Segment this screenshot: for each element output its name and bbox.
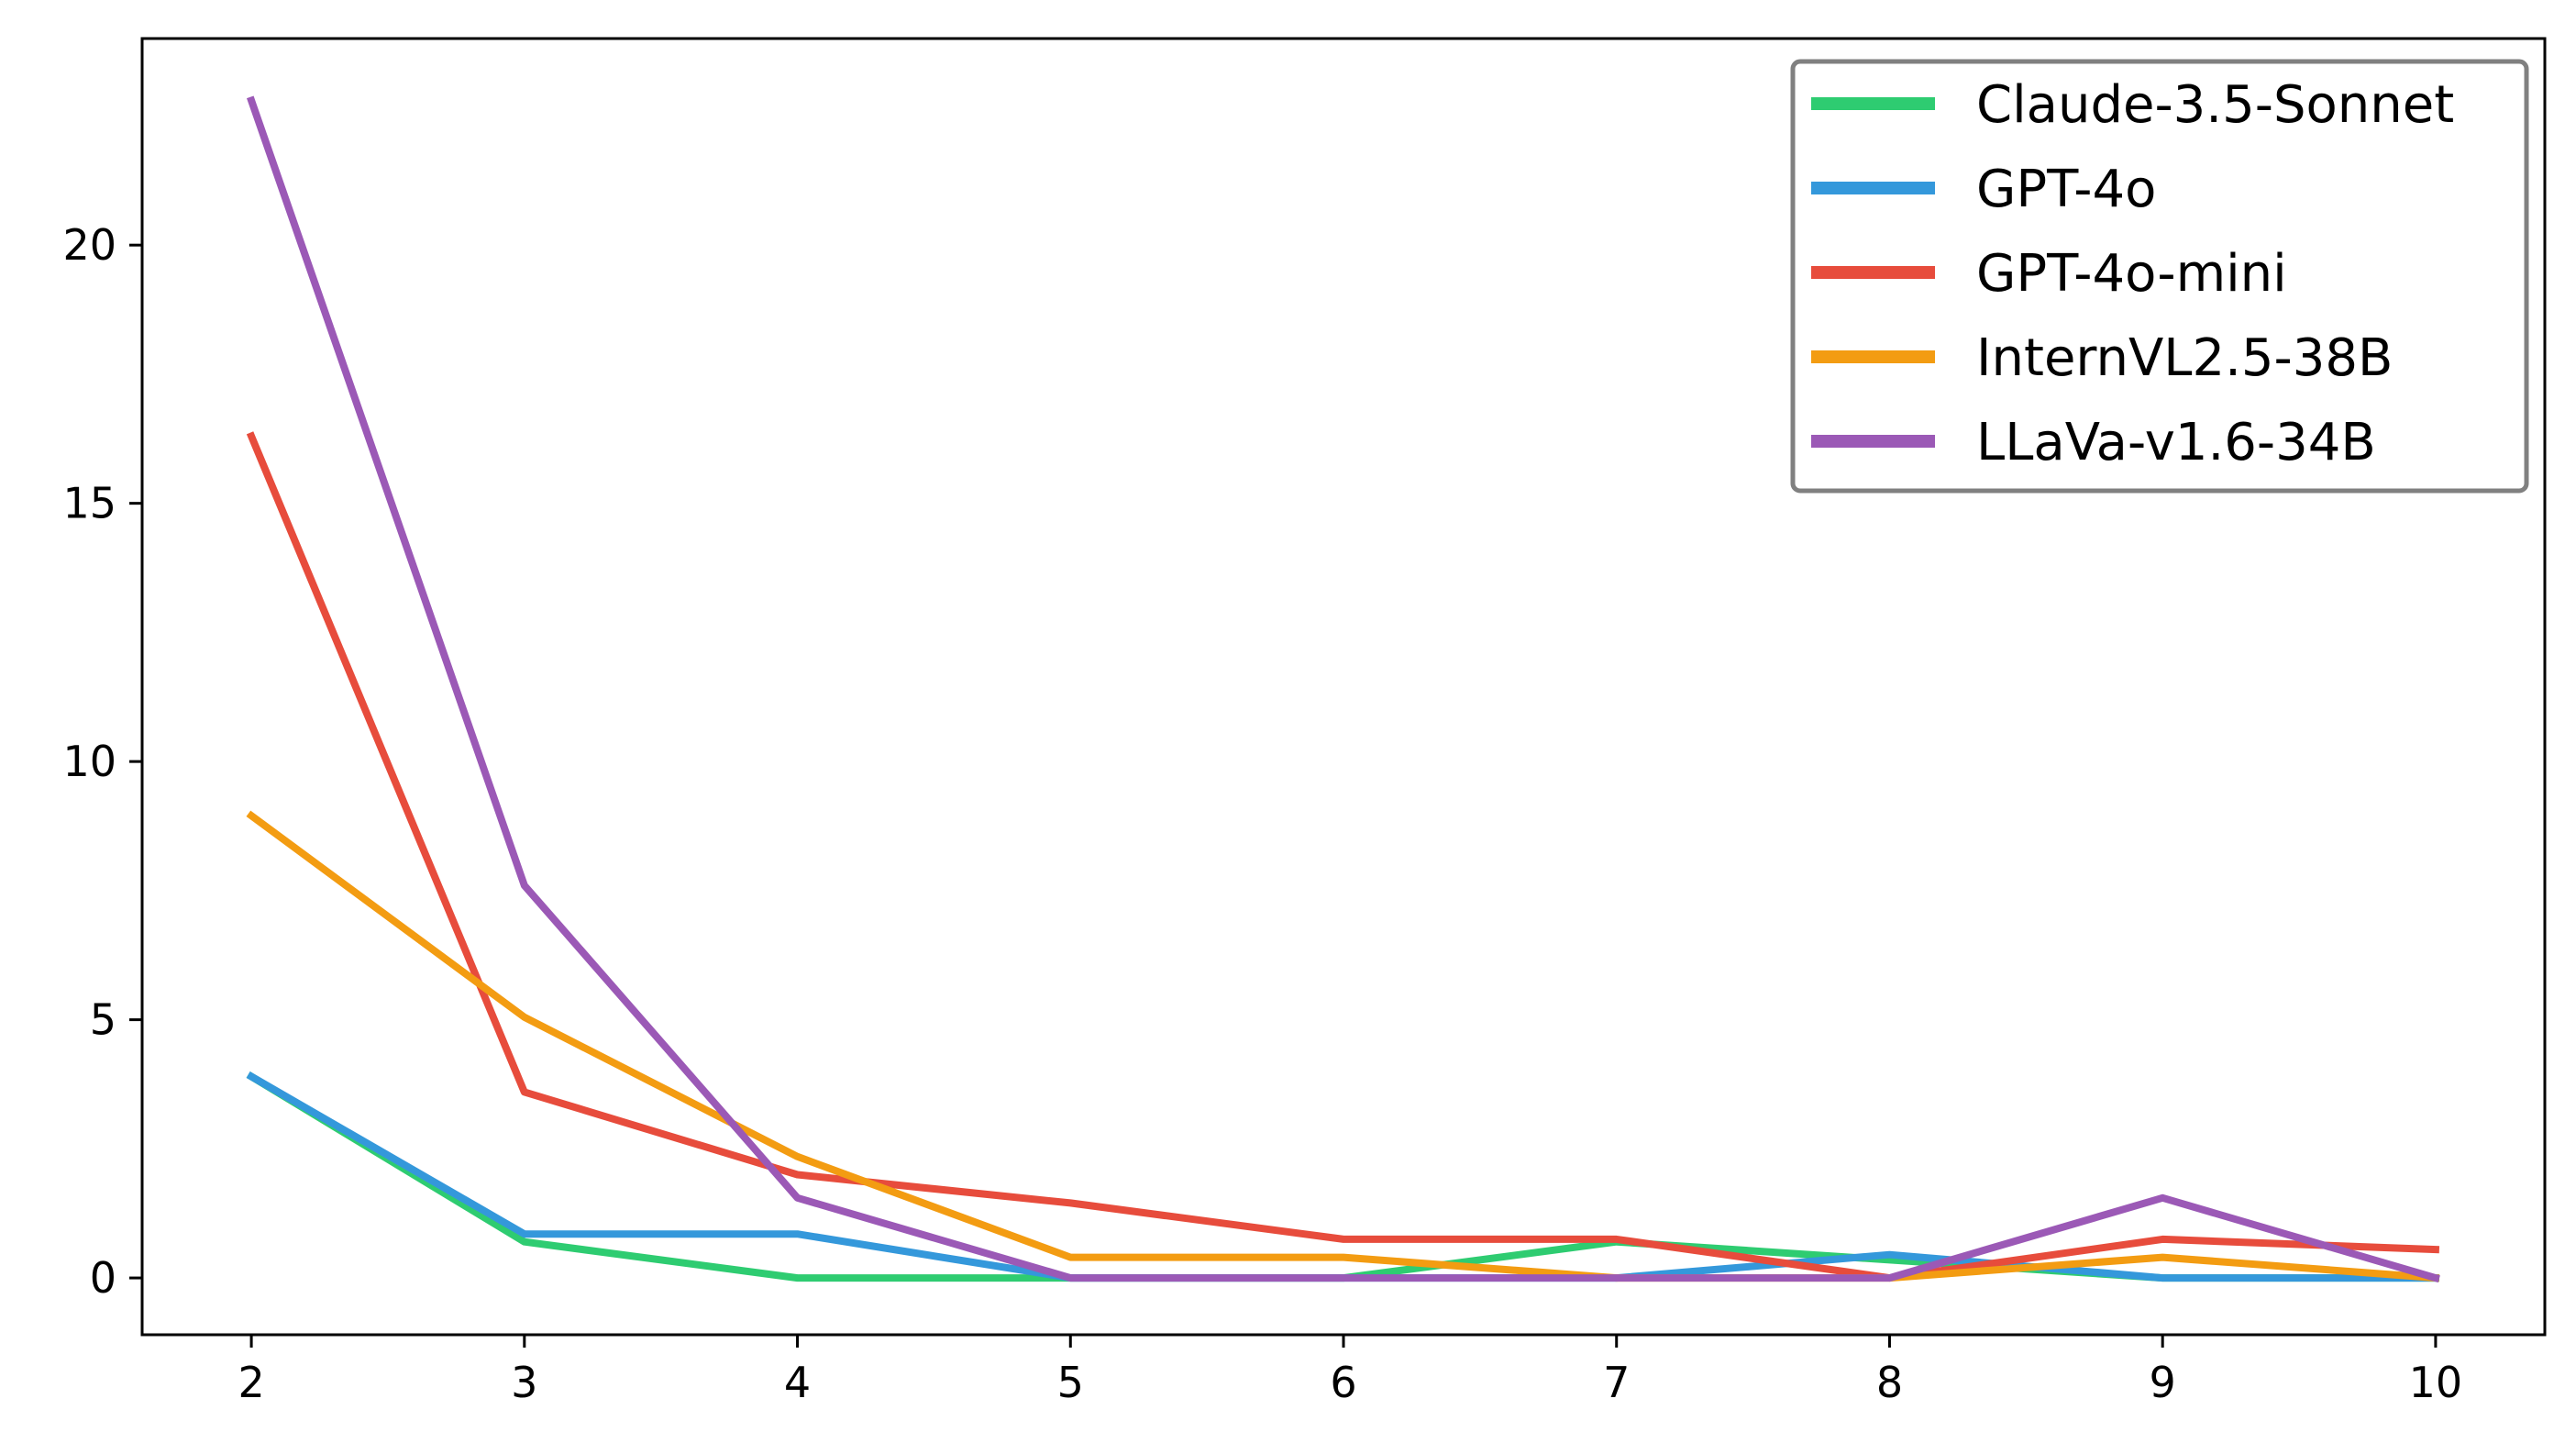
x-tick-label: 10 [2409, 1358, 2463, 1407]
series-line-gpt-4o-mini [246, 431, 2440, 1282]
x-tick-label: 6 [1330, 1358, 1356, 1407]
series-line-llava-v1-6-34b [247, 95, 2440, 1283]
legend-label-internvl2-5-38b: InternVL2.5-38B [1976, 328, 2393, 388]
y-tick-label: 15 [62, 479, 116, 528]
y-tick-label: 10 [62, 737, 116, 786]
y-axis-ticks: 0 5 10 15 20 [62, 220, 142, 1303]
x-tick-label: 7 [1603, 1358, 1630, 1407]
series-line-internvl2-5-38b [246, 810, 2440, 1282]
y-tick-label: 5 [90, 995, 116, 1045]
x-tick-label: 9 [2150, 1358, 2176, 1407]
legend-label-claude-3-5-sonnet: Claude-3.5-Sonnet [1976, 75, 2454, 135]
x-tick-label: 2 [238, 1358, 264, 1407]
legend-label-llava-v1-6-34b: LLaVa-v1.6-34B [1976, 413, 2376, 472]
series-layer [246, 95, 2440, 1283]
x-tick-label: 8 [1876, 1358, 1903, 1407]
x-tick-label: 4 [784, 1358, 811, 1407]
x-axis-ticks: 2 3 4 5 6 7 8 9 10 [238, 1335, 2462, 1407]
legend-items: Claude-3.5-Sonnet GPT-4o GPT-4o-mini Intern… [1811, 75, 2454, 472]
y-tick-label: 0 [90, 1253, 116, 1303]
y-tick-label: 20 [62, 220, 116, 270]
legend-box [1790, 59, 2529, 494]
legend: Claude-3.5-Sonnet GPT-4o GPT-4o-mini Intern… [1790, 59, 2529, 494]
legend-label-gpt-4o-mini: GPT-4o-mini [1976, 244, 2287, 304]
x-tick-label: 3 [511, 1358, 537, 1407]
legend-label-gpt-4o: GPT-4o [1976, 160, 2156, 219]
x-tick-label: 5 [1057, 1358, 1084, 1407]
